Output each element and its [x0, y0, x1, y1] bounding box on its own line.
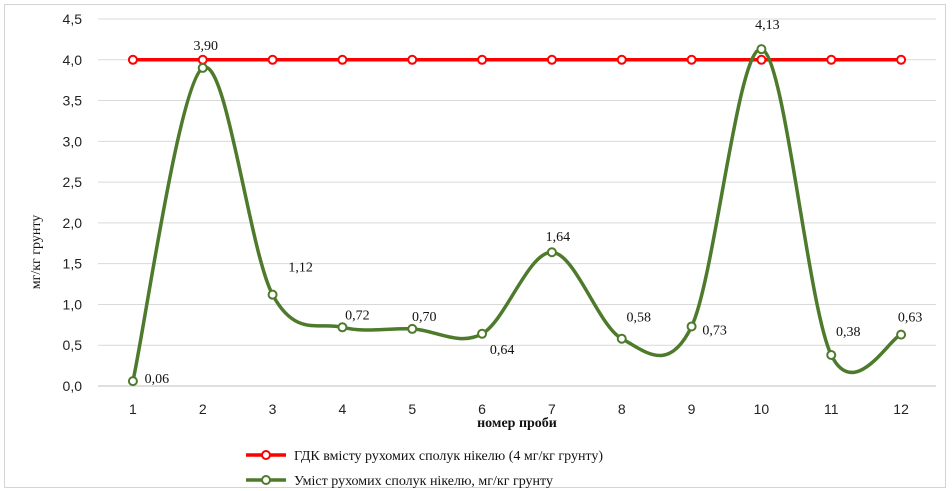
y-tick-label: 3,5	[63, 93, 83, 109]
data-point	[267, 289, 278, 300]
series-layer	[127, 44, 907, 387]
data-label: 4,13	[755, 18, 780, 33]
data-point	[826, 54, 837, 65]
data-point	[546, 54, 557, 65]
data-point	[756, 44, 767, 55]
data-point	[477, 328, 488, 339]
data-point	[616, 54, 627, 65]
x-tick-label: 12	[893, 401, 909, 417]
y-tick-label: 0,0	[63, 378, 83, 394]
data-label: 1,12	[288, 261, 313, 276]
y-tick-label: 1,5	[63, 256, 83, 272]
data-point	[197, 54, 208, 65]
y-tick-label: 4,5	[63, 11, 83, 27]
y-tick-label: 3,0	[63, 133, 83, 149]
data-point	[756, 54, 767, 65]
data-label: 0,64	[490, 343, 515, 358]
x-tick-labels: 1 2 3 4 5 6 7 8 9 10 11 12	[129, 401, 909, 417]
data-label: 0,63	[898, 311, 923, 326]
data-label: 0,73	[702, 323, 727, 338]
data-point	[197, 62, 208, 73]
data-point	[896, 54, 907, 65]
x-tick-label: 9	[688, 401, 696, 417]
legend-label: ГДК вмісту рухомих сполук нікелю (4 мг/к…	[294, 449, 603, 464]
data-point	[337, 54, 348, 65]
data-point	[127, 376, 138, 387]
data-label: 0,38	[836, 325, 861, 340]
legend-marker	[261, 450, 271, 460]
y-tick-label: 2,5	[63, 174, 83, 190]
series-line	[131, 47, 902, 382]
x-tick-label: 6	[478, 401, 486, 417]
x-tick-label: 1	[129, 401, 137, 417]
y-tick-labels: 0,0 0,5 1,0 1,5 2,0 2,5 3,0 3,5 4,0 4,5	[63, 11, 83, 394]
data-point	[337, 322, 348, 333]
x-tick-label: 10	[754, 401, 770, 417]
series-1	[127, 54, 907, 65]
y-tick-label: 2,0	[63, 215, 83, 231]
data-point	[686, 54, 697, 65]
data-point	[826, 350, 837, 361]
x-tick-label: 11	[824, 401, 839, 417]
data-label: 0,70	[412, 310, 437, 325]
data-label: 3,90	[194, 39, 219, 54]
x-tick-label: 5	[408, 401, 416, 417]
data-point	[896, 329, 907, 340]
x-tick-label: 2	[199, 401, 207, 417]
x-axis-title: номер проби	[477, 416, 557, 431]
chart-frame	[4, 4, 946, 488]
legend-item-2: Уміст рухомих сполук нікелю, мг/кг грунт…	[246, 474, 553, 489]
data-point	[546, 247, 557, 258]
legend-item-1: ГДК вмісту рухомих сполук нікелю (4 мг/к…	[246, 449, 603, 464]
data-point	[477, 54, 488, 65]
x-tick-label: 3	[269, 401, 277, 417]
data-labels: 0,06 3,90 1,12 0,72 0,70 0,64 1,64 0,58 0,73 4,13…	[145, 18, 923, 387]
x-tick-label: 8	[618, 401, 626, 417]
legend-label: Уміст рухомих сполук нікелю, мг/кг грунт…	[294, 474, 553, 489]
data-point	[127, 54, 138, 65]
data-point	[616, 333, 627, 344]
data-label: 0,58	[627, 311, 652, 326]
data-point	[686, 321, 697, 332]
x-tick-label: 4	[339, 401, 347, 417]
data-point	[407, 323, 418, 334]
y-tick-label: 4,0	[63, 52, 83, 68]
legend-marker	[261, 475, 271, 485]
x-tick-label: 7	[548, 401, 556, 417]
data-label: 1,64	[546, 230, 571, 245]
data-point	[267, 54, 278, 65]
legend: ГДК вмісту рухомих сполук нікелю (4 мг/к…	[246, 449, 603, 489]
data-label: 0,72	[345, 308, 370, 323]
data-label: 0,06	[145, 372, 170, 387]
y-tick-label: 1,0	[63, 296, 83, 312]
y-tick-label: 0,5	[63, 337, 83, 353]
y-axis-title: мг/кг грунту	[29, 215, 44, 290]
data-point	[407, 54, 418, 65]
series-2	[127, 44, 907, 387]
